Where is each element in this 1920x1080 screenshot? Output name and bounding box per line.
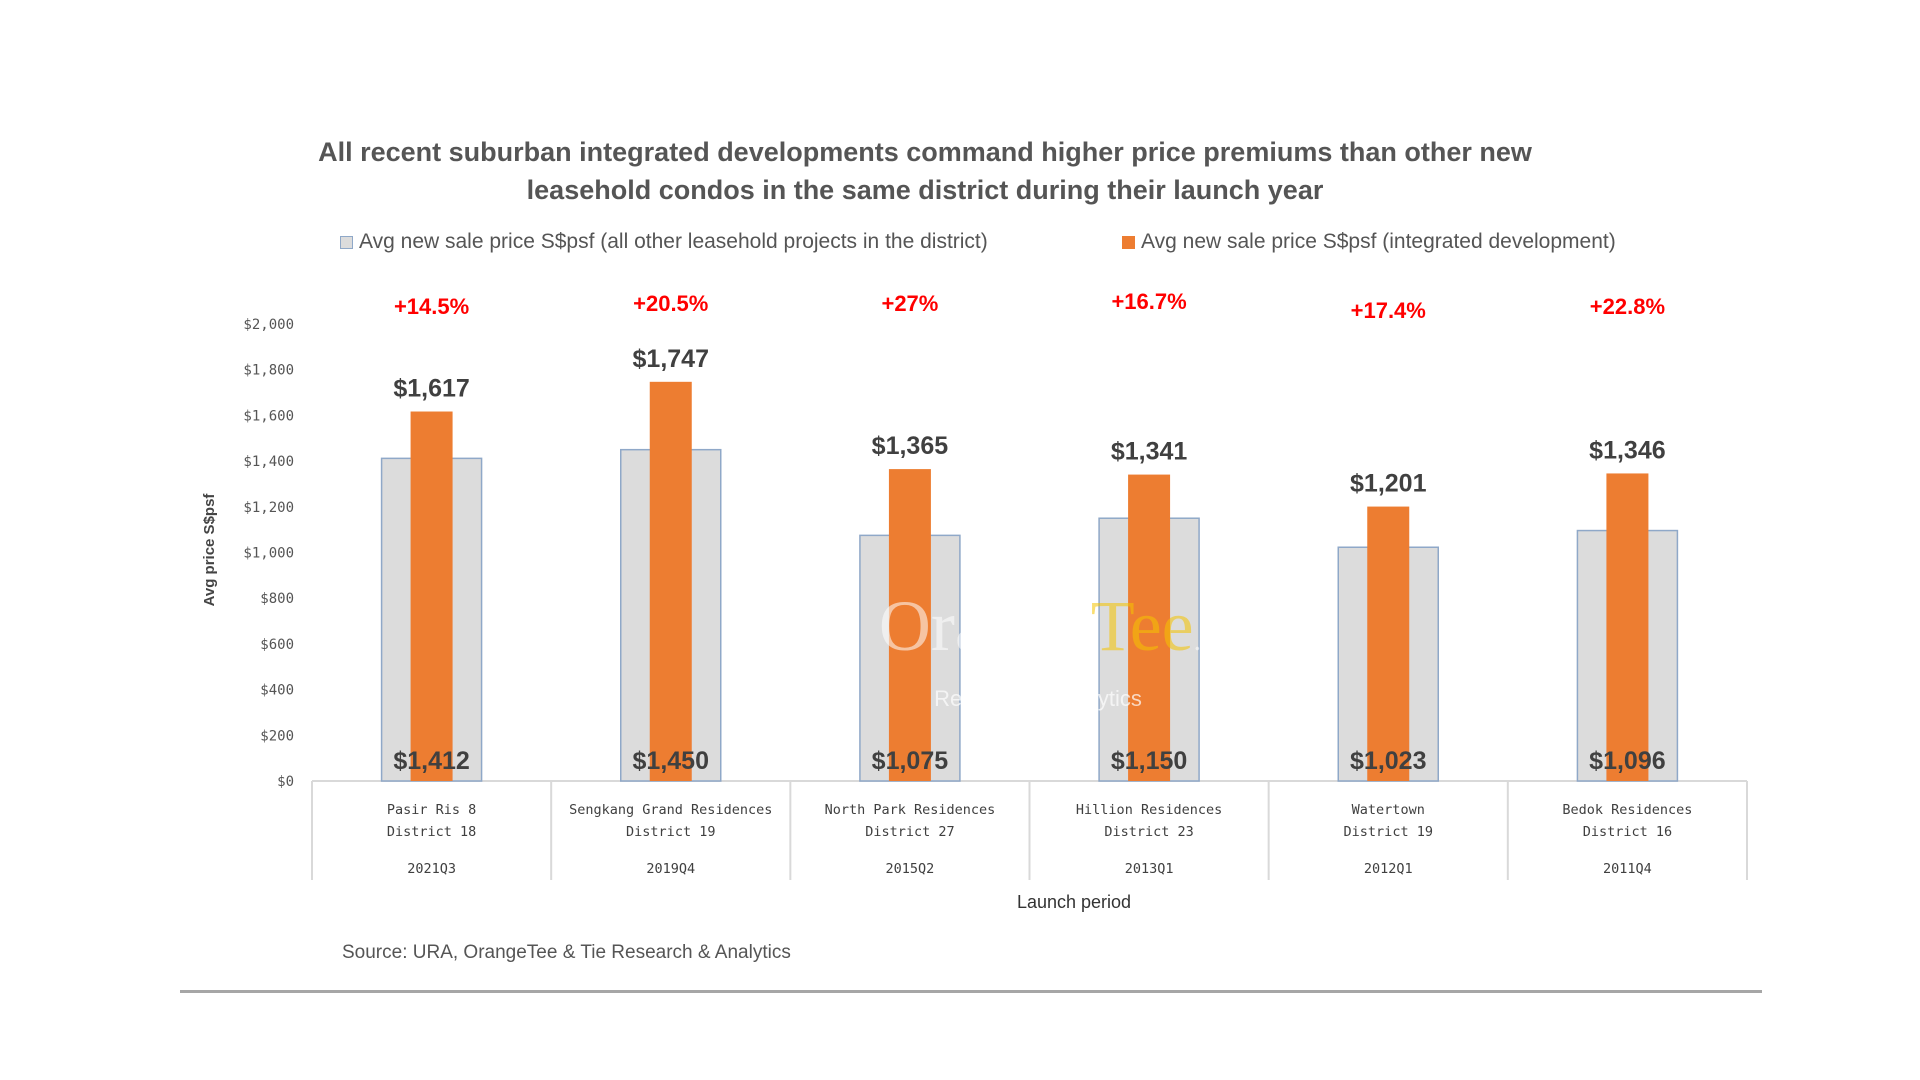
y-tick-label: $600 — [260, 637, 294, 653]
chart-title-line-2: leasehold condos in the same district du… — [526, 175, 1324, 205]
data-label-integrated: $1,341 — [1111, 438, 1188, 466]
category-name-label: Sengkang Grand Residences — [569, 802, 772, 818]
y-axis-title: Avg price S$psf — [201, 493, 218, 607]
y-tick-label: $0 — [277, 774, 294, 790]
legend-label-integrated-development: Avg new sale price S$psf (integrated dev… — [1141, 230, 1616, 253]
data-label-integrated: $1,617 — [393, 375, 469, 403]
data-label-other-projects: $1,412 — [393, 747, 469, 775]
y-tick-label: $1,800 — [243, 363, 294, 379]
data-label-other-projects: $1,023 — [1350, 747, 1426, 775]
watermark-brand-suffix: . — [1194, 624, 1202, 657]
category-name-label: Pasir Ris 8 — [387, 802, 476, 818]
premium-label: +22.8% — [1590, 294, 1665, 319]
bar-integrated-development — [1128, 474, 1171, 781]
premium-label: +16.7% — [1111, 289, 1186, 314]
category-name-label: North Park Residences — [825, 802, 996, 818]
watermark-brand-part1: Orange — [879, 586, 1091, 666]
legend-item-other-projects: Avg new sale price S$psf (all other leas… — [340, 230, 988, 254]
legend-swatch-other-projects — [340, 235, 353, 249]
y-tick-label: $800 — [260, 591, 294, 607]
watermark-tagline: Research & Analytics — [934, 686, 1142, 711]
data-label-other-projects: $1,150 — [1111, 747, 1187, 775]
source-note: Source: URA, OrangeTee & Tie Research & … — [342, 942, 791, 963]
data-label-other-projects: $1,450 — [633, 747, 709, 775]
data-label-integrated: $1,365 — [872, 432, 949, 460]
x-axis-title: Launch period — [1017, 892, 1131, 912]
data-label-integrated: $1,346 — [1589, 436, 1665, 464]
watermark-brand-part2: Tee — [1091, 586, 1194, 666]
y-tick-label: $1,400 — [243, 454, 294, 470]
premium-label: +27% — [881, 291, 938, 316]
category-district-label: District 19 — [626, 824, 715, 840]
bottom-divider — [180, 990, 1762, 993]
category-district-label: District 18 — [387, 824, 476, 840]
bar-integrated-development — [1367, 506, 1410, 781]
category-district-label: District 19 — [1344, 824, 1433, 840]
data-label-other-projects: $1,075 — [872, 747, 949, 775]
premium-label: +14.5% — [394, 294, 469, 319]
y-tick-label: $200 — [260, 728, 294, 744]
y-tick-label: $1,200 — [243, 500, 294, 516]
premium-label: +20.5% — [633, 291, 708, 316]
category-name-label: Bedok Residences — [1562, 802, 1692, 818]
chart-title-line-1: All recent suburban integrated developme… — [318, 137, 1532, 167]
category-period-label: 2012Q1 — [1364, 861, 1413, 877]
y-tick-label: $1,000 — [243, 546, 294, 562]
y-tick-label: $2,000 — [243, 317, 294, 333]
category-district-label: District 16 — [1583, 824, 1672, 840]
category-period-label: 2015Q2 — [886, 861, 935, 877]
legend-swatch-integrated-development — [1122, 235, 1135, 249]
legend-label-other-projects: Avg new sale price S$psf (all other leas… — [359, 230, 988, 253]
bar-integrated-development — [410, 411, 453, 781]
data-label-other-projects: $1,096 — [1589, 747, 1665, 775]
premium-label: +17.4% — [1351, 298, 1426, 323]
category-district-label: District 27 — [865, 824, 954, 840]
y-tick-label: $400 — [260, 683, 294, 699]
bar-integrated-development — [1606, 473, 1649, 781]
category-period-label: 2013Q1 — [1125, 861, 1174, 877]
category-district-label: District 23 — [1104, 824, 1193, 840]
watermark-logo: OrangeTee. — [879, 586, 1201, 666]
chart-title: All recent suburban integrated developme… — [250, 133, 1600, 209]
category-period-label: 2019Q4 — [646, 861, 695, 877]
bar-integrated-development — [888, 469, 931, 781]
category-name-label: Hillion Residences — [1076, 802, 1222, 818]
data-label-integrated: $1,747 — [633, 345, 709, 373]
data-label-integrated: $1,201 — [1350, 470, 1427, 498]
y-tick-label: $1,600 — [243, 408, 294, 424]
category-period-label: 2011Q4 — [1603, 861, 1652, 877]
bar-integrated-development — [649, 381, 692, 781]
legend-item-integrated-development: Avg new sale price S$psf (integrated dev… — [1122, 230, 1616, 254]
category-period-label: 2021Q3 — [407, 861, 456, 877]
category-name-label: Watertown — [1352, 802, 1425, 818]
